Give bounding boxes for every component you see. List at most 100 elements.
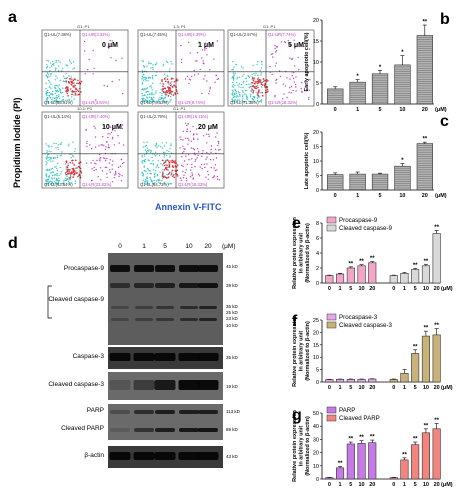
band-cleaved-casp3 [109,380,131,390]
flow-dot [48,95,50,97]
flow-dot [181,152,184,154]
flow-dot [142,175,144,177]
y-axis-label-line: Relative protein expression [292,409,298,481]
y-tick-label: 0 [316,281,319,287]
flow-dot [63,181,65,183]
flow-dot [203,163,206,165]
band-caspase3 [154,353,176,361]
flow-dot [216,132,218,134]
flow-dot [80,170,82,172]
flow-dot [168,171,171,174]
band-casp9-minor [135,306,153,309]
flow-dot [77,165,80,168]
flow-dot [168,160,170,162]
flow-dot [249,94,252,96]
flow-dot [66,177,68,180]
flow-dot [161,98,163,100]
flow-dot [49,180,51,182]
flow-dot [165,142,168,144]
flow-dot [181,156,183,158]
flow-dot [180,58,183,61]
flow-dot [173,174,175,176]
flow-dot [260,101,263,103]
flow-dot [167,82,169,84]
flow-dot [256,82,259,85]
flow-dot [171,63,173,65]
flow-dot [68,143,70,145]
flow-dot [252,90,255,92]
flow-dot [195,159,197,161]
flow-dot [56,89,59,92]
flow-dot [45,157,47,159]
flow-dot [155,155,157,157]
x-unit-label: (μM) [441,286,453,292]
y-axis-label-line: Early apoptotic cell(%) [304,32,310,91]
flow-dot [61,70,63,72]
flow-dot [206,80,208,82]
flow-dot [164,80,167,83]
flow-dot [232,94,234,97]
x-unit-label: (μM) [435,107,447,113]
flow-dot [188,41,190,43]
flow-dot [66,99,69,102]
significance-mark: ** [422,20,427,26]
flow-dot [161,159,164,162]
flow-dot [67,181,70,183]
blot-row-label: Cleaved caspase-9 [48,296,104,303]
flow-dot [261,95,264,97]
flow-dot [65,169,68,171]
flow-dot [161,80,163,82]
flow-dot [54,85,56,87]
flow-dot [171,86,174,88]
x-tick-label: 0 [334,107,337,113]
flow-dot [61,151,63,153]
flow-dot [142,60,145,62]
flow-dot [176,90,178,93]
flow-dot [145,101,147,103]
flow-dot [167,169,169,171]
y-tick-label: 20 [313,130,319,136]
flow-dot [237,96,239,98]
flow-dot [52,90,54,93]
flow-dot [71,96,73,98]
blot-lane-label: 10 [185,243,193,250]
flow-dot [59,88,61,91]
flow-dot [53,97,56,99]
flow-dot [201,155,203,157]
flow-dot [61,182,64,185]
flow-dot [199,166,201,168]
flow-dot [153,180,155,182]
band-procaspase9 [155,265,175,272]
significance-mark: ** [434,225,439,231]
flow-dot [90,147,93,150]
flow-dot [256,100,259,102]
flow-dot [152,66,154,69]
flow-dot [155,90,157,92]
flow-dot [47,60,50,62]
flow-dot [66,169,69,171]
quadrant-lr: Q1-LR(16.33%) [178,182,208,187]
flow-dot [86,140,88,143]
flow-dot [65,173,67,176]
blot-mw-label: 35 kD [226,355,239,360]
flow-dot [46,155,48,158]
flow-dot [141,154,143,157]
legend-swatch [326,406,337,414]
flow-dot [209,158,212,161]
flow-dot [201,167,203,170]
flow-dot [70,76,72,78]
flow-dot [287,40,289,42]
flow-dot [159,182,161,184]
flow-dot [274,65,276,67]
flow-dot [45,92,47,94]
flow-dot [149,86,151,88]
flow-dot [241,90,244,92]
flow-dot [210,145,213,147]
flow-dot [49,175,51,177]
flow-dot [73,94,75,96]
flow-dot [189,79,192,81]
flow-dot [69,176,72,178]
band-actin [154,452,176,460]
significance-mark: ** [348,261,353,267]
flow-dot [145,144,147,147]
